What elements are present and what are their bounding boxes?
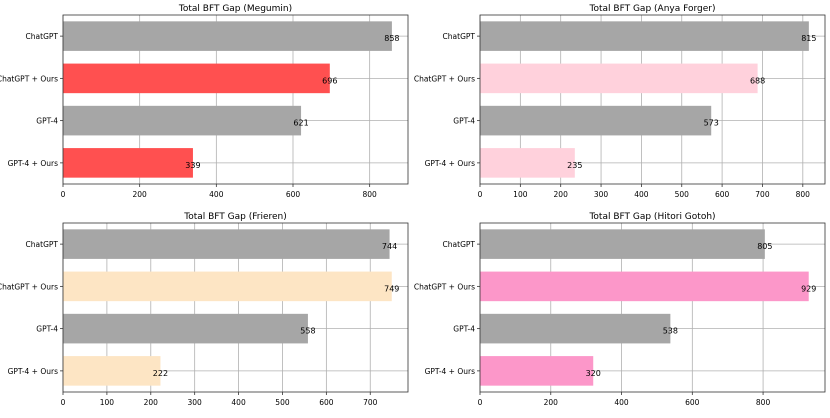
value-label-chatgpt: 805 [757,242,772,251]
x-tick-label: 100 [100,398,115,407]
x-tick-label: 600 [319,398,334,407]
y-tick-label-gpt-4: GPT-4 [453,117,475,126]
y-tick-label-chatgpt: ChatGPT [443,32,476,41]
x-tick-label: 400 [231,398,246,407]
x-tick-label: 400 [209,190,224,199]
bar-chatgpt [63,21,392,51]
value-label-gpt-4-ours: 222 [153,369,168,378]
x-tick-label: 0 [478,398,483,407]
y-tick-label-chatgpt-ours: ChatGPT + Ours [414,74,475,83]
x-tick-label: 0 [478,190,483,199]
bar-chatgpt-ours [480,271,809,302]
x-tick-label: 500 [275,398,290,407]
y-tick-label-chatgpt-ours: ChatGPT + Ours [0,282,58,291]
y-tick-label-gpt-4-ours: GPT-4 + Ours [8,367,58,376]
x-tick-label: 300 [188,398,203,407]
x-tick-label: 700 [755,190,770,199]
bar-chatgpt [63,229,390,259]
value-label-chatgpt-ours: 749 [384,284,399,293]
value-label-gpt-4: 621 [293,119,308,128]
x-tick-label: 600 [685,398,700,407]
y-tick-label-gpt-4-ours: GPT-4 + Ours [8,159,58,168]
x-tick-label: 400 [614,398,629,407]
value-label-gpt-4-ours: 339 [185,161,200,170]
x-tick-label: 800 [756,398,771,407]
x-tick-label: 200 [144,398,159,407]
chart-panel-2: 815 688 573 235 ChatGPT ChatGPT + Ours GPT-4 GP… [414,4,826,199]
bar-gpt-4 [63,313,308,344]
bar-gpt-4-ours [480,148,575,178]
bar-chatgpt-ours [480,63,758,94]
axes-frame [479,14,826,185]
value-label-chatgpt-ours: 929 [801,284,816,293]
chart-panel-1: 858 696 621 339 ChatGPT ChatGPT + Ours GPT-4 GP… [0,4,409,199]
value-label-gpt-4-ours: 320 [586,369,601,378]
y-tick-label-gpt-4: GPT-4 [36,117,58,126]
value-label-chatgpt: 744 [382,242,397,251]
bar-chatgpt-ours [63,271,392,302]
y-tick-label-gpt-4-ours: GPT-4 + Ours [425,159,475,168]
value-label-chatgpt: 815 [801,34,816,43]
x-tick-label: 700 [363,398,378,407]
value-label-gpt-4: 558 [300,327,315,336]
value-label-chatgpt-ours: 688 [750,76,765,85]
value-label-gpt-4: 538 [663,327,678,336]
axes-frame [62,222,409,393]
axes-frame [62,14,409,185]
bar-gpt-4 [63,105,302,136]
x-tick-label: 800 [363,190,378,199]
x-tick-label: 0 [61,398,66,407]
chart-title: Total BFT Gap (Anya Forger) [589,4,716,14]
bar-chatgpt [480,229,765,259]
x-tick-label: 600 [715,190,730,199]
x-tick-label: 300 [594,190,609,199]
value-label-chatgpt-ours: 696 [322,76,337,85]
bar-gpt-4-ours [63,356,161,386]
x-tick-label: 500 [675,190,690,199]
y-tick-label-chatgpt: ChatGPT [26,240,59,249]
chart-panel-4: 805 929 538 320 ChatGPT ChatGPT + Ours GPT-4 GP… [414,212,826,407]
bar-chatgpt [480,21,809,51]
value-label-gpt-4-ours: 235 [567,161,582,170]
bar-gpt-4 [480,313,671,344]
y-tick-label-gpt-4: GPT-4 [453,325,475,334]
axes-frame [479,222,826,393]
y-tick-label-chatgpt: ChatGPT [26,32,59,41]
value-label-gpt-4: 573 [704,119,719,128]
bar-chatgpt-ours [63,63,330,94]
x-tick-label: 200 [544,398,559,407]
y-tick-label-chatgpt: ChatGPT [443,240,476,249]
x-tick-label: 200 [133,190,148,199]
x-tick-label: 0 [61,190,66,199]
chart-panel-3: 744 749 558 222 ChatGPT ChatGPT + Ours GPT-4 GP… [0,212,409,407]
x-tick-label: 400 [634,190,649,199]
x-tick-label: 800 [796,190,811,199]
bar-gpt-4-ours [480,356,594,386]
x-tick-label: 600 [286,190,301,199]
y-tick-label-chatgpt-ours: ChatGPT + Ours [414,282,475,291]
chart-title: Total BFT Gap (Hitori Gotoh) [588,212,715,222]
x-tick-label: 200 [554,190,569,199]
bar-gpt-4-ours [63,148,193,178]
value-label-chatgpt: 858 [384,34,399,43]
y-tick-label-gpt-4: GPT-4 [36,325,58,334]
bar-gpt-4 [480,105,712,136]
y-tick-label-chatgpt-ours: ChatGPT + Ours [0,74,58,83]
y-tick-label-gpt-4-ours: GPT-4 + Ours [425,367,475,376]
x-tick-label: 100 [513,190,528,199]
chart-title: Total BFT Gap (Megumin) [178,4,292,14]
chart-title: Total BFT Gap (Frieren) [183,212,287,222]
